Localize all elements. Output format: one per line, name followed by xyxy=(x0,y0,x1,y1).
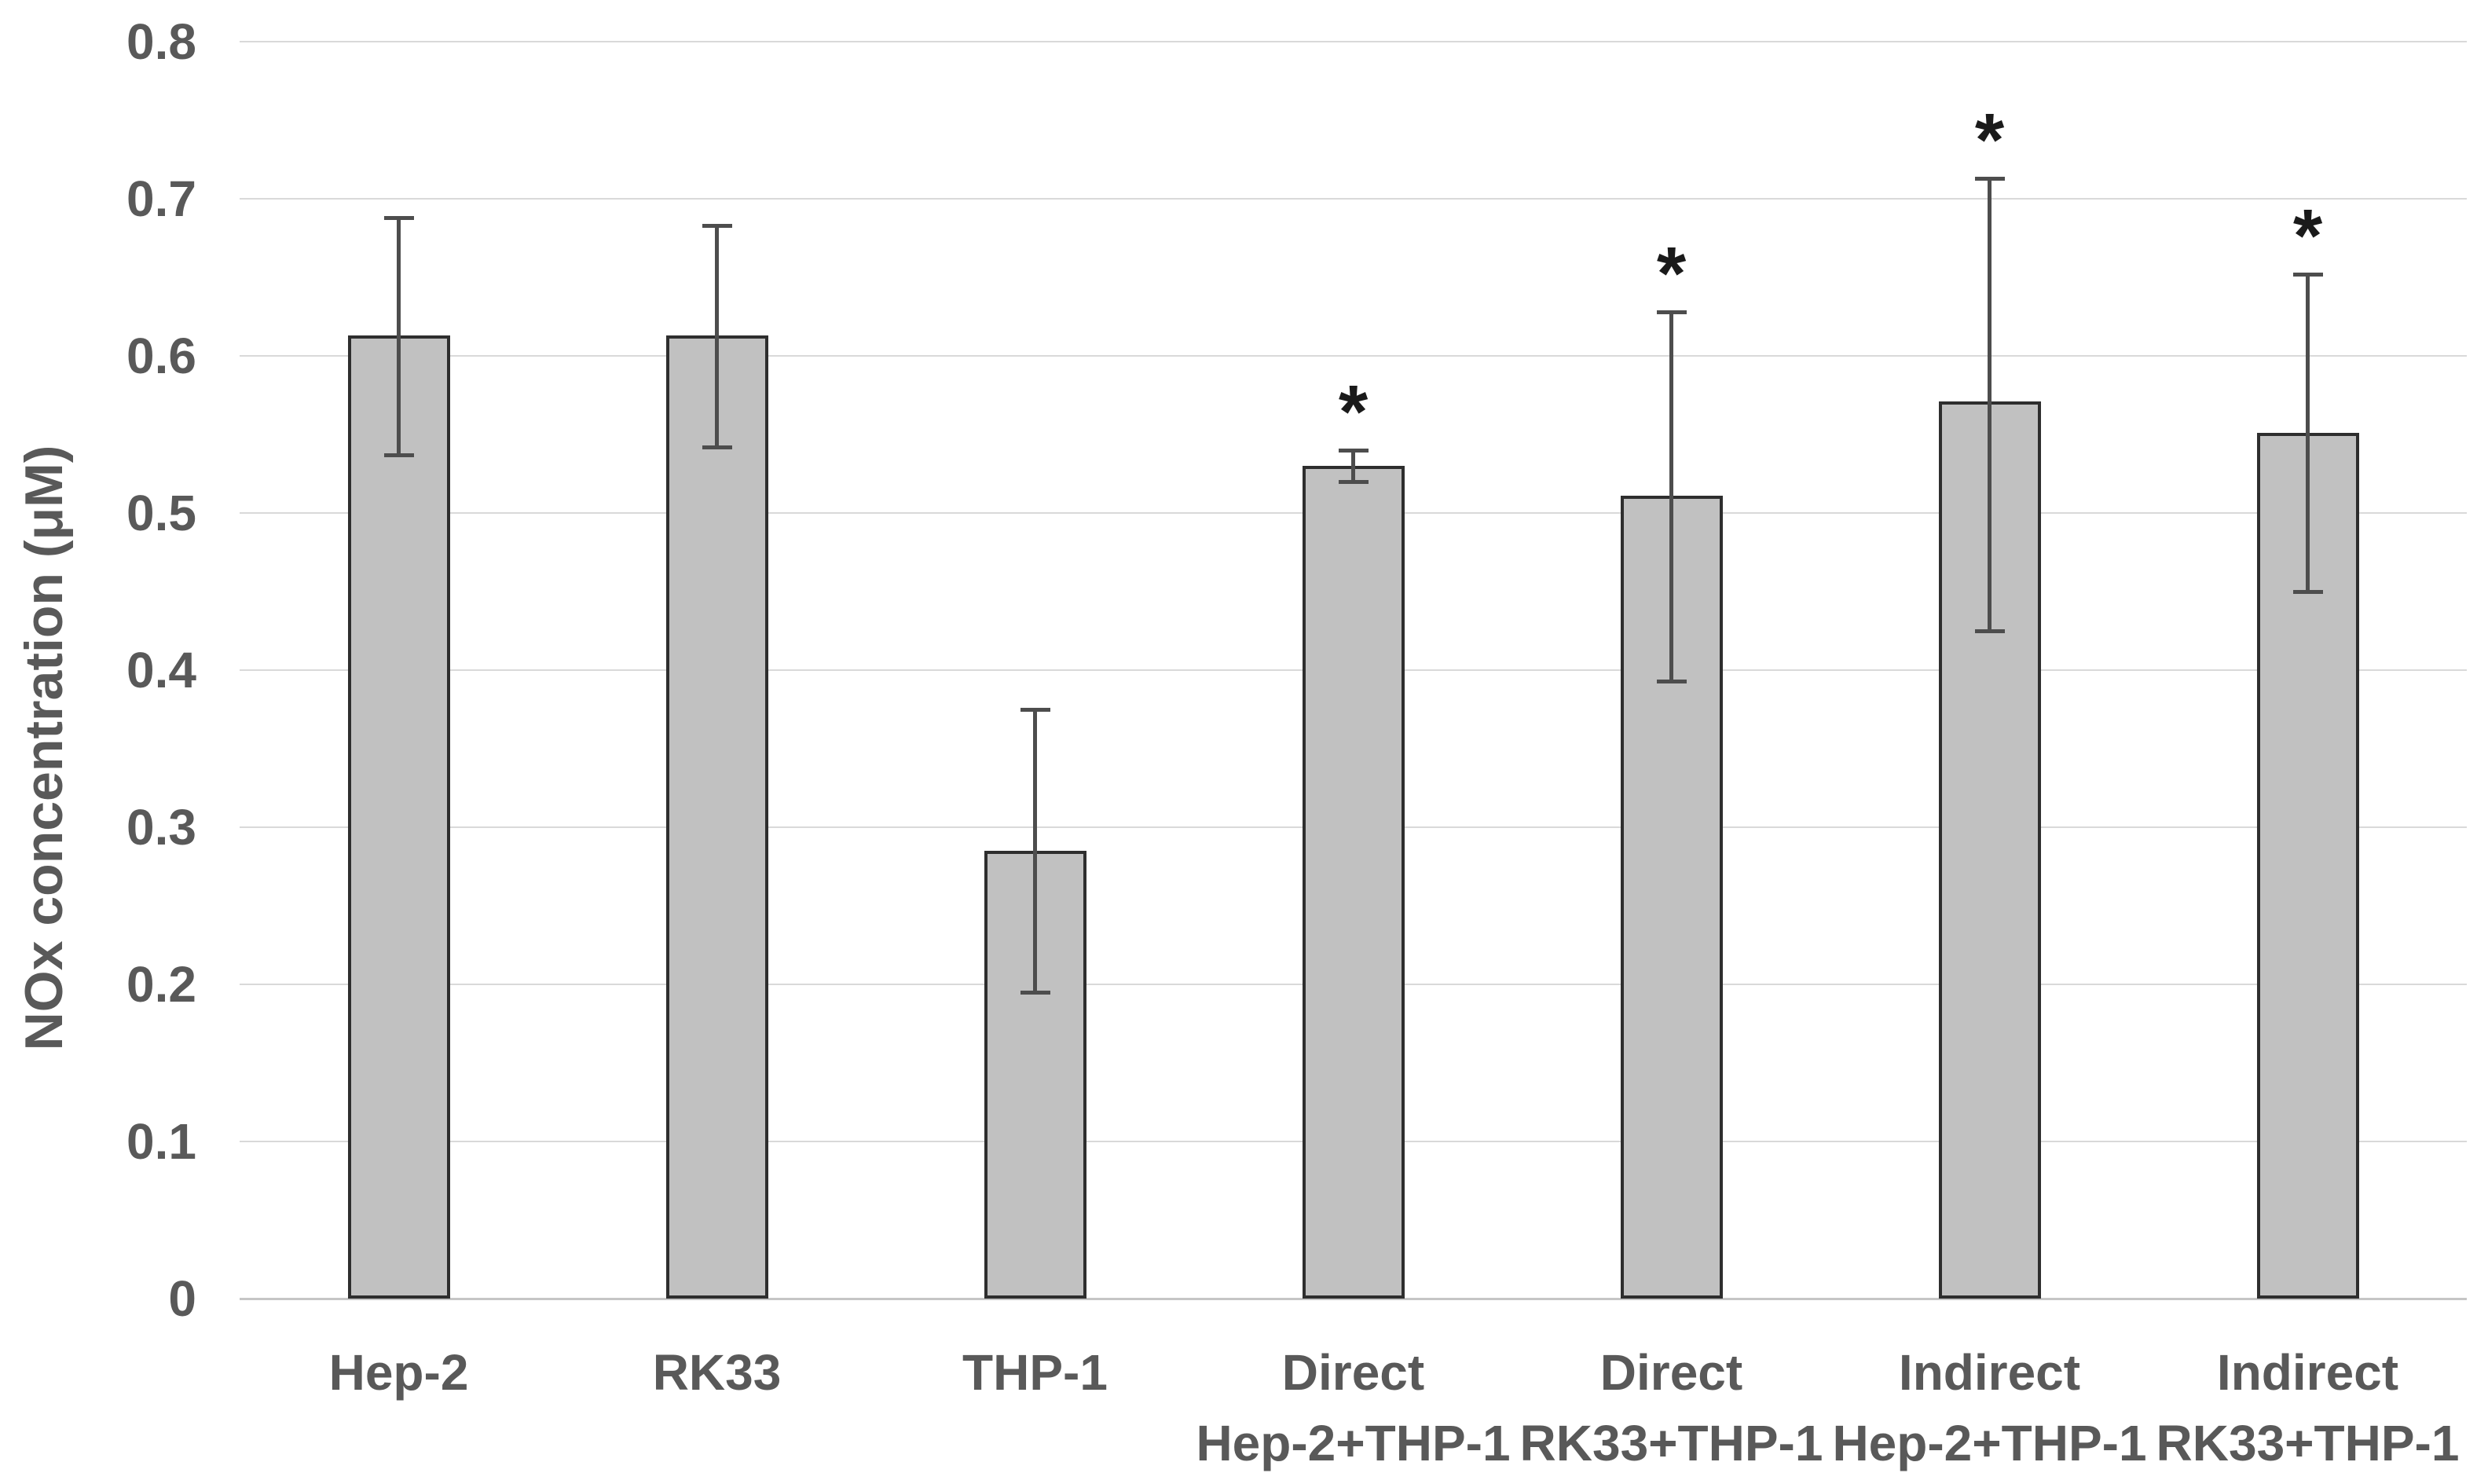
x-category-label: RK33 xyxy=(552,1337,882,1408)
x-category-label-line: RK33+THP-1 xyxy=(1519,1415,1823,1471)
y-tick-label: 0.1 xyxy=(126,1113,196,1170)
error-bar-cap-top xyxy=(383,216,414,220)
error-bar-cap-bottom xyxy=(1656,680,1687,683)
bar xyxy=(665,335,768,1299)
significance-asterisk: * xyxy=(1974,98,2005,182)
x-category-label-line: Indirect xyxy=(2216,1344,2399,1401)
x-category-label: Indirect Hep-2+THP-1 xyxy=(1825,1337,2155,1479)
significance-asterisk: * xyxy=(1656,232,1687,316)
error-bar-line xyxy=(1351,450,1355,482)
x-category-label-line: Hep-2+THP-1 xyxy=(1832,1415,2147,1471)
x-category-label-line: RK33 xyxy=(652,1344,782,1401)
y-tick-label: 0.2 xyxy=(126,956,196,1013)
error-bar-cap-bottom xyxy=(383,453,414,457)
y-tick-label: 0.7 xyxy=(126,170,196,227)
error-bar-cap-bottom xyxy=(702,445,732,449)
error-bar-line xyxy=(2306,274,2310,592)
error-bar-cap-top xyxy=(1338,449,1369,453)
x-category-label: Hep-2 xyxy=(234,1337,564,1408)
y-tick-label: 0.6 xyxy=(126,328,196,384)
error-bar-cap-bottom xyxy=(2292,590,2323,594)
error-bar-line xyxy=(715,225,719,447)
x-category-label: Direct RK33+THP-1 xyxy=(1507,1337,1837,1479)
x-category-label: Indirect RK33+THP-1 xyxy=(2143,1337,2473,1479)
x-axis-line xyxy=(240,1298,2467,1300)
error-bar-cap-bottom xyxy=(1338,480,1369,484)
error-bar-cap-top xyxy=(2292,273,2323,277)
gridline xyxy=(240,198,2467,200)
y-tick-label: 0.3 xyxy=(126,799,196,856)
gridline xyxy=(240,355,2467,357)
error-bar-cap-bottom xyxy=(1974,629,2005,633)
gridline xyxy=(240,41,2467,42)
error-bar-line xyxy=(397,218,401,455)
x-category-label-line: RK33+THP-1 xyxy=(2156,1415,2460,1471)
error-bar-line xyxy=(1669,312,1673,681)
error-bar-cap-top xyxy=(1974,177,2005,181)
x-category-label-line: THP-1 xyxy=(962,1344,1108,1401)
significance-asterisk: * xyxy=(2292,194,2323,278)
y-tick-label: 0 xyxy=(168,1270,196,1327)
error-bar-cap-bottom xyxy=(1020,991,1050,995)
x-category-label: THP-1 xyxy=(870,1337,1200,1408)
error-bar-cap-top xyxy=(1020,708,1050,712)
error-bar-cap-top xyxy=(702,224,732,228)
y-tick-label: 0.5 xyxy=(126,485,196,541)
y-tick-label: 0.8 xyxy=(126,13,196,70)
significance-asterisk: * xyxy=(1338,370,1369,454)
x-category-label-line: Hep-2+THP-1 xyxy=(1196,1415,1511,1471)
error-bar-line xyxy=(1033,709,1037,992)
y-tick-label: 0.4 xyxy=(126,642,196,698)
x-category-label-line: Direct xyxy=(1281,1344,1425,1401)
bar xyxy=(1302,466,1405,1299)
x-category-label-line: Indirect xyxy=(1898,1344,2081,1401)
x-category-label-line: Hep-2 xyxy=(328,1344,469,1401)
x-category-label-line: Direct xyxy=(1599,1344,1743,1401)
error-bar-cap-top xyxy=(1656,310,1687,314)
bar xyxy=(347,335,450,1299)
x-category-label: Direct Hep-2+THP-1 xyxy=(1189,1337,1519,1479)
error-bar-line xyxy=(1988,178,1991,631)
